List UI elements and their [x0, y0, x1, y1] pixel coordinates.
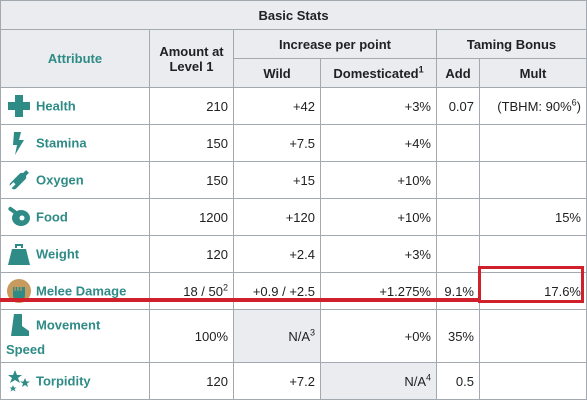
table-row: Torpidity 120 +7.2 N/A4 0.5: [0, 362, 587, 400]
amount-cell: 120: [149, 362, 234, 400]
add-cell: [436, 124, 480, 162]
oxygen-tank-icon[interactable]: [6, 167, 32, 193]
movement-boot-icon[interactable]: [6, 312, 32, 338]
add-cell: 9.1%: [436, 272, 480, 310]
health-cross-icon[interactable]: [6, 93, 32, 119]
movement-top: Movement: [6, 310, 144, 338]
table-row: Melee Damage 18 / 502 +0.9 / +2.5 +1.275…: [0, 272, 587, 310]
highlight-underline: [0, 298, 479, 302]
attribute-cell: Food: [0, 198, 150, 236]
attribute-cell: Movement Speed: [0, 309, 150, 363]
wild-cell: N/A3: [233, 309, 321, 363]
domesticated-cell: N/A4: [320, 362, 437, 400]
add-cell: 0.07: [436, 87, 480, 125]
table-row: Health 210 +42 +3% 0.07 (TBHM: 90%6): [0, 87, 587, 125]
mult-cell: [479, 161, 587, 199]
attribute-cell: Weight: [0, 235, 150, 273]
domesticated-cell: +3%: [320, 235, 437, 273]
add-cell: [436, 161, 480, 199]
amount-cell: 100%: [149, 309, 234, 363]
attribute-cell: Oxygen: [0, 161, 150, 199]
attribute-cell: Stamina: [0, 124, 150, 162]
torpidity-link[interactable]: Torpidity: [36, 373, 91, 389]
domesticated-cell: +10%: [320, 198, 437, 236]
footnote-4-link[interactable]: 4: [425, 372, 431, 383]
wild-cell: +2.4: [233, 235, 321, 273]
add-cell: [436, 235, 480, 273]
attribute-cell: Health: [0, 87, 150, 125]
wild-text: N/A: [288, 328, 310, 344]
amount-header-line1: Amount at: [159, 43, 224, 59]
wild-cell: +7.2: [233, 362, 321, 400]
table-row: Movement Speed 100% N/A3 +0% 35%: [0, 309, 587, 363]
weight-icon[interactable]: [6, 241, 32, 267]
add-cell: [436, 198, 480, 236]
movement-speed-link[interactable]: Movement: [36, 317, 101, 333]
add-cell: 0.5: [436, 362, 480, 400]
amount-cell: 18 / 502: [149, 272, 234, 310]
wild-cell: +42: [233, 87, 321, 125]
domesticated-cell: +4%: [320, 124, 437, 162]
add-cell: 35%: [436, 309, 480, 363]
domesticated-cell: +1.275%: [320, 272, 437, 310]
footnote-3-link[interactable]: 3: [309, 327, 315, 338]
domesticated-header-label: Domesticated: [333, 65, 419, 81]
amount-cell: 150: [149, 124, 234, 162]
mult-cell: 15%: [479, 198, 587, 236]
wild-header[interactable]: Wild: [233, 58, 321, 88]
amount-text: 18 / 50: [183, 283, 223, 299]
stamina-link[interactable]: Stamina: [36, 135, 87, 151]
amount-cell: 120: [149, 235, 234, 273]
movement-speed-line2[interactable]: Speed: [6, 342, 46, 357]
melee-damage-link[interactable]: Melee Damage: [36, 283, 127, 299]
mult-cell: [479, 309, 587, 363]
food-meat-icon[interactable]: [6, 204, 32, 230]
amount-header[interactable]: Amount at Level 1: [149, 29, 234, 88]
mult-header[interactable]: Mult: [479, 58, 587, 88]
weight-link[interactable]: Weight: [36, 246, 80, 262]
footnote-1-link[interactable]: 1: [418, 64, 424, 75]
table-row: Stamina 150 +7.5 +4%: [0, 124, 587, 162]
wild-cell: +0.9 / +2.5: [233, 272, 321, 310]
amount-header-line2: Level 1: [169, 58, 214, 74]
melee-fist-icon[interactable]: [6, 278, 32, 304]
torpidity-stars-icon[interactable]: [6, 368, 32, 394]
wild-cell: +7.5: [233, 124, 321, 162]
highlight-box: [478, 266, 584, 303]
mult-cell: [479, 362, 587, 400]
domesticated-header[interactable]: Domesticated1: [320, 58, 437, 88]
health-link[interactable]: Health: [36, 98, 76, 114]
mult-text: (TBHM: 90%: [497, 98, 572, 114]
mult-cell: (TBHM: 90%6): [479, 87, 587, 125]
stamina-bolt-icon[interactable]: [6, 130, 32, 156]
mult-close: ): [576, 98, 581, 114]
table-row: Oxygen 150 +15 +10%: [0, 161, 587, 199]
wild-cell: +15: [233, 161, 321, 199]
attribute-cell: Torpidity: [0, 362, 150, 400]
mult-cell: 17.6%: [479, 272, 587, 310]
domesticated-cell: +0%: [320, 309, 437, 363]
dom-text: N/A: [404, 373, 426, 389]
attribute-cell: Melee Damage: [0, 272, 150, 310]
footnote-2-link[interactable]: 2: [222, 282, 228, 293]
taming-header: Taming Bonus: [436, 29, 587, 59]
mult-cell: [479, 124, 587, 162]
table-caption: Basic Stats: [0, 0, 587, 30]
oxygen-link[interactable]: Oxygen: [36, 172, 84, 188]
amount-cell: 1200: [149, 198, 234, 236]
footnote-6-link[interactable]: 6: [571, 97, 577, 108]
amount-cell: 150: [149, 161, 234, 199]
attribute-header[interactable]: Attribute: [0, 29, 150, 88]
domesticated-cell: +3%: [320, 87, 437, 125]
amount-cell: 210: [149, 87, 234, 125]
wild-cell: +120: [233, 198, 321, 236]
increase-header: Increase per point: [233, 29, 437, 59]
add-header[interactable]: Add: [436, 58, 480, 88]
table-row: Food 1200 +120 +10% 15%: [0, 198, 587, 236]
domesticated-cell: +10%: [320, 161, 437, 199]
food-link[interactable]: Food: [36, 209, 68, 225]
